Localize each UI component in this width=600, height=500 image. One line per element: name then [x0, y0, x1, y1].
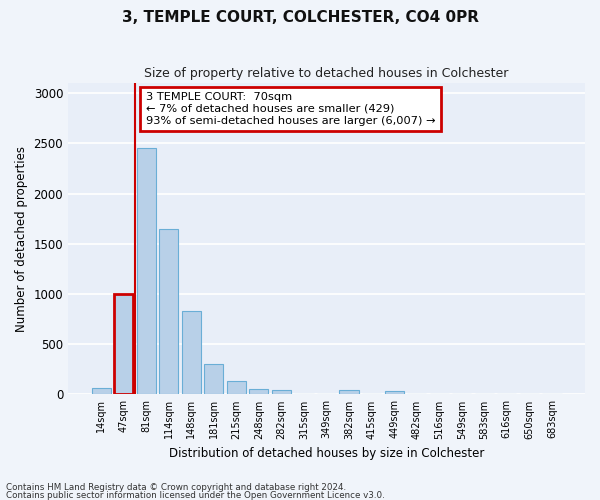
Y-axis label: Number of detached properties: Number of detached properties: [15, 146, 28, 332]
Text: Contains HM Land Registry data © Crown copyright and database right 2024.: Contains HM Land Registry data © Crown c…: [6, 484, 346, 492]
Text: 3, TEMPLE COURT, COLCHESTER, CO4 0PR: 3, TEMPLE COURT, COLCHESTER, CO4 0PR: [121, 10, 479, 25]
Bar: [159, 228, 178, 394]
Bar: [272, 390, 291, 394]
Bar: [92, 388, 110, 394]
Bar: [137, 148, 156, 394]
Bar: [385, 392, 404, 394]
Bar: [182, 311, 201, 394]
Title: Size of property relative to detached houses in Colchester: Size of property relative to detached ho…: [145, 68, 509, 80]
Bar: [114, 294, 133, 394]
Bar: [250, 389, 268, 394]
Bar: [340, 390, 359, 394]
X-axis label: Distribution of detached houses by size in Colchester: Distribution of detached houses by size …: [169, 447, 484, 460]
Bar: [227, 381, 246, 394]
Text: 3 TEMPLE COURT:  70sqm
← 7% of detached houses are smaller (429)
93% of semi-det: 3 TEMPLE COURT: 70sqm ← 7% of detached h…: [146, 92, 435, 126]
Bar: [204, 364, 223, 394]
Text: Contains public sector information licensed under the Open Government Licence v3: Contains public sector information licen…: [6, 491, 385, 500]
